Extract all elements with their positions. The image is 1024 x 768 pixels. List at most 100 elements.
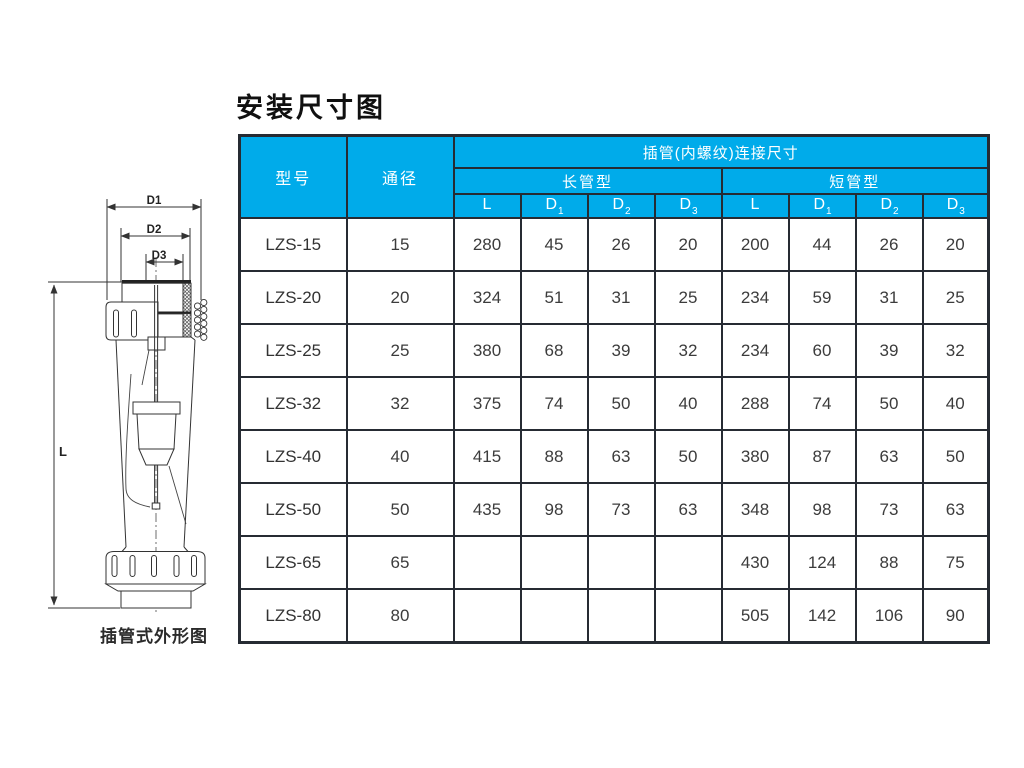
short-type-cell: 90 — [921, 588, 990, 644]
dimension-d1 — [106, 199, 202, 300]
dim-col-base: D — [946, 195, 959, 213]
dim-col-sub: 2 — [625, 206, 631, 218]
dim-col-base: D — [880, 195, 892, 213]
long-type-cell: 31 — [586, 270, 656, 325]
dim-col-base: D — [679, 195, 691, 213]
long-type-cell: 25 — [653, 270, 723, 325]
col-header-long-type: 长管型 — [452, 167, 723, 195]
long-type-cell: 50 — [586, 376, 656, 431]
short-type-cell: 124 — [787, 535, 857, 590]
long-type-cell: 51 — [519, 270, 589, 325]
table-row: LZS-20 20 324 51 31 25 234 59 31 25 — [238, 270, 990, 325]
table-row: LZS-40 40 415 88 63 50 380 87 63 50 — [238, 429, 990, 484]
long-type-cell: 20 — [653, 217, 723, 272]
short-type-cell: 44 — [787, 217, 857, 272]
dim-col-header: D1 — [787, 193, 857, 219]
col-header-connection-group: 插管(内螺纹)连接尺寸 — [452, 134, 990, 169]
dim-col-sub: 3 — [692, 206, 698, 218]
long-type-cell: 380 — [452, 323, 522, 378]
long-type-cell: 26 — [586, 217, 656, 272]
dim-label-l: L — [59, 444, 67, 459]
long-type-cell — [586, 588, 656, 644]
dimension-table: 型号 通径 插管(内螺纹)连接尺寸 长管型 短管型 L D1 D2 D3 L D1 D2 D3… — [238, 134, 990, 644]
short-type-cell: 75 — [921, 535, 990, 590]
long-type-cell: 63 — [586, 429, 656, 484]
drawing-caption: 插管式外形图 — [100, 626, 208, 646]
short-type-cell: 25 — [921, 270, 990, 325]
short-type-cell: 430 — [720, 535, 790, 590]
dim-col-header: D2 — [854, 193, 924, 219]
diameter-cell: 50 — [345, 482, 455, 537]
long-type-cell: 88 — [519, 429, 589, 484]
short-type-cell: 98 — [787, 482, 857, 537]
long-type-cell — [653, 588, 723, 644]
table-row: LZS-25 25 380 68 39 32 234 60 39 32 — [238, 323, 990, 378]
diameter-cell: 25 — [345, 323, 455, 378]
long-type-cell: 50 — [653, 429, 723, 484]
page-title: 安装尺寸图 — [236, 93, 386, 123]
top-fitting — [105, 280, 192, 351]
knurl-ring — [193, 298, 208, 341]
short-type-cell: 505 — [720, 588, 790, 644]
model-cell: LZS-15 — [238, 217, 348, 272]
dim-col-header: L — [720, 193, 790, 219]
long-type-cell: 45 — [519, 217, 589, 272]
long-type-cell: 324 — [452, 270, 522, 325]
short-type-cell: 60 — [787, 323, 857, 378]
short-type-cell: 106 — [854, 588, 924, 644]
col-header-short-type: 短管型 — [720, 167, 990, 195]
dim-col-header: D3 — [921, 193, 990, 219]
short-type-cell: 32 — [921, 323, 990, 378]
dim-col-sub: 3 — [959, 206, 965, 218]
model-cell: LZS-50 — [238, 482, 348, 537]
long-type-cell: 415 — [452, 429, 522, 484]
short-type-cell: 288 — [720, 376, 790, 431]
dim-col-base: D — [545, 195, 557, 213]
diameter-cell: 80 — [345, 588, 455, 644]
diameter-cell: 65 — [345, 535, 455, 590]
table-row: LZS-32 32 375 74 50 40 288 74 50 40 — [238, 376, 990, 431]
dimension-table-wrap: 型号 通径 插管(内螺纹)连接尺寸 长管型 短管型 L D1 D2 D3 L D1 D2 D3… — [238, 134, 990, 644]
outline-drawing: D1 D2 D3 L — [38, 188, 242, 658]
long-type-cell — [586, 535, 656, 590]
model-cell: LZS-65 — [238, 535, 348, 590]
diameter-cell: 40 — [345, 429, 455, 484]
short-type-cell: 348 — [720, 482, 790, 537]
dim-col-header: L — [452, 193, 522, 219]
float-and-rod — [132, 285, 181, 510]
long-type-cell: 435 — [452, 482, 522, 537]
dimension-l — [48, 281, 122, 609]
header-row-group: 型号 通径 插管(内螺纹)连接尺寸 — [238, 134, 990, 219]
long-type-cell: 73 — [586, 482, 656, 537]
long-type-cell — [519, 535, 589, 590]
dim-label-d2: D2 — [147, 224, 162, 236]
long-type-cell: 39 — [586, 323, 656, 378]
short-type-cell: 31 — [854, 270, 924, 325]
table-row: LZS-15 15 280 45 26 20 200 44 26 20 — [238, 217, 990, 272]
col-header-model: 型号 — [238, 134, 348, 219]
long-type-cell: 74 — [519, 376, 589, 431]
model-cell: LZS-40 — [238, 429, 348, 484]
short-type-cell: 87 — [787, 429, 857, 484]
long-type-cell: 40 — [653, 376, 723, 431]
long-type-cell — [653, 535, 723, 590]
diameter-cell: 32 — [345, 376, 455, 431]
long-type-cell: 63 — [653, 482, 723, 537]
dim-col-header: D3 — [653, 193, 723, 219]
short-type-cell: 200 — [720, 217, 790, 272]
long-type-cell: 280 — [452, 217, 522, 272]
col-header-diameter: 通径 — [345, 134, 455, 219]
short-type-cell: 50 — [921, 429, 990, 484]
dimension-d3 — [145, 254, 184, 284]
short-type-cell: 63 — [921, 482, 990, 537]
model-cell: LZS-20 — [238, 270, 348, 325]
diameter-cell: 20 — [345, 270, 455, 325]
long-type-cell: 98 — [519, 482, 589, 537]
long-type-cell — [519, 588, 589, 644]
dimension-d2 — [120, 228, 191, 282]
header-row-dims: L D1 D2 D3 L D1 D2 D3 — [240, 193, 990, 219]
dim-col-header: D2 — [586, 193, 656, 219]
long-type-cell — [452, 535, 522, 590]
table-row: LZS-50 50 435 98 73 63 348 98 73 63 — [238, 482, 990, 537]
